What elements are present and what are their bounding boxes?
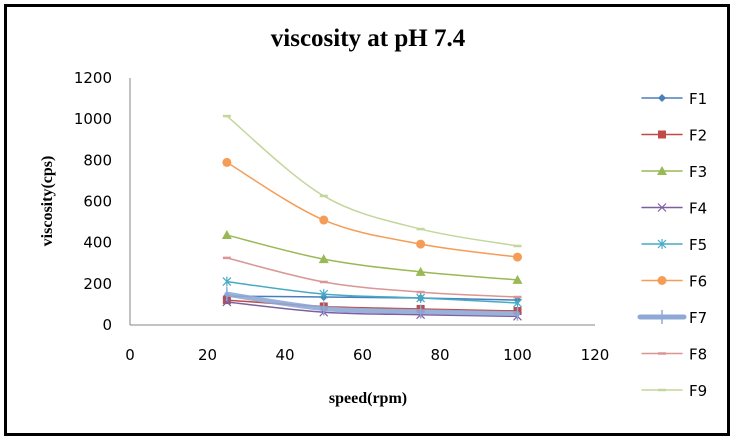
data-point-f3: [318, 254, 329, 264]
series-layer: [221, 114, 523, 321]
series-line-f1: [226, 295, 519, 301]
legend-label: F2: [689, 127, 707, 145]
legend-item-f4: F4: [641, 200, 707, 218]
y-tick-label: 200: [83, 275, 112, 293]
series-line-f4: [226, 301, 519, 318]
x-tick-label: 0: [125, 346, 135, 364]
y-axis-title: viscosity(cps): [39, 156, 56, 247]
legend-marker-f5: [657, 239, 667, 249]
legend-label: F9: [689, 382, 707, 400]
data-point-f6: [319, 215, 329, 225]
data-point-f5: [416, 293, 426, 304]
series-f7: [224, 287, 520, 321]
data-point-f3: [512, 274, 523, 284]
legend-item-f7: F7: [637, 309, 707, 327]
x-tick-label: 100: [503, 346, 532, 364]
y-tick-label: 0: [102, 316, 112, 334]
y-tick-label: 400: [83, 234, 112, 252]
legend-marker-f1: [658, 94, 666, 102]
legend: F1 F2 F3 F4 F5 F6 F7 F8 F9: [637, 90, 707, 400]
legend-item-f1: F1: [641, 90, 707, 108]
data-point-f3: [415, 266, 426, 276]
data-point-f6: [222, 157, 232, 167]
x-tick-label: 60: [353, 346, 372, 364]
chart-title: viscosity at pH 7.4: [271, 25, 466, 52]
axes: 0 200 400 600 800 1000 1200 0 20 40 60 80 100 120: [74, 69, 610, 364]
series-line-f8: [226, 257, 519, 298]
legend-label: F7: [689, 309, 707, 327]
legend-label: F3: [689, 163, 707, 181]
y-tick-label: 1000: [74, 110, 112, 128]
series-line-f6: [226, 161, 519, 258]
legend-item-f2: F2: [641, 127, 707, 145]
y-tick-label: 600: [83, 193, 112, 211]
series-line-f3: [226, 234, 519, 281]
legend-item-f3: F3: [641, 163, 707, 181]
legend-item-f8: F8: [641, 346, 707, 364]
series-f6: [222, 157, 522, 262]
y-tick-label: 1200: [74, 69, 112, 87]
legend-label: F5: [689, 236, 707, 254]
legend-marker-f3: [657, 166, 667, 175]
x-tick-label: 120: [581, 346, 610, 364]
data-point-f6: [513, 252, 522, 262]
series-f3: [221, 230, 523, 284]
data-point-f6: [416, 239, 426, 249]
data-point-f5: [513, 297, 522, 308]
x-tick-label: 40: [275, 346, 294, 364]
series-line-f9: [226, 115, 519, 247]
chart-frame: [4, 4, 730, 436]
legend-item-f9: F9: [641, 382, 707, 400]
series-f5: [222, 276, 522, 308]
y-tick-label: 800: [83, 151, 112, 169]
x-tick-label: 20: [198, 346, 217, 364]
legend-label: F6: [689, 273, 707, 291]
data-point-f5: [319, 289, 329, 300]
legend-label: F1: [689, 90, 707, 108]
legend-marker-f2: [658, 130, 666, 139]
data-point-f4: [222, 297, 232, 307]
legend-label: F8: [689, 346, 707, 364]
x-axis-title: speed(rpm): [329, 390, 407, 407]
legend-marker-f4: [657, 203, 667, 212]
series-f9: [222, 114, 522, 248]
legend-item-f5: F5: [641, 236, 707, 254]
series-f8: [222, 256, 522, 299]
legend-item-f6: F6: [641, 273, 707, 291]
series-line-f7: [224, 291, 520, 317]
series-line-f5: [226, 280, 519, 304]
legend-marker-f6: [657, 276, 667, 285]
data-point-f5: [222, 276, 232, 287]
data-point-f3: [221, 230, 232, 240]
x-tick-label: 80: [430, 346, 449, 364]
legend-label: F4: [689, 200, 707, 218]
